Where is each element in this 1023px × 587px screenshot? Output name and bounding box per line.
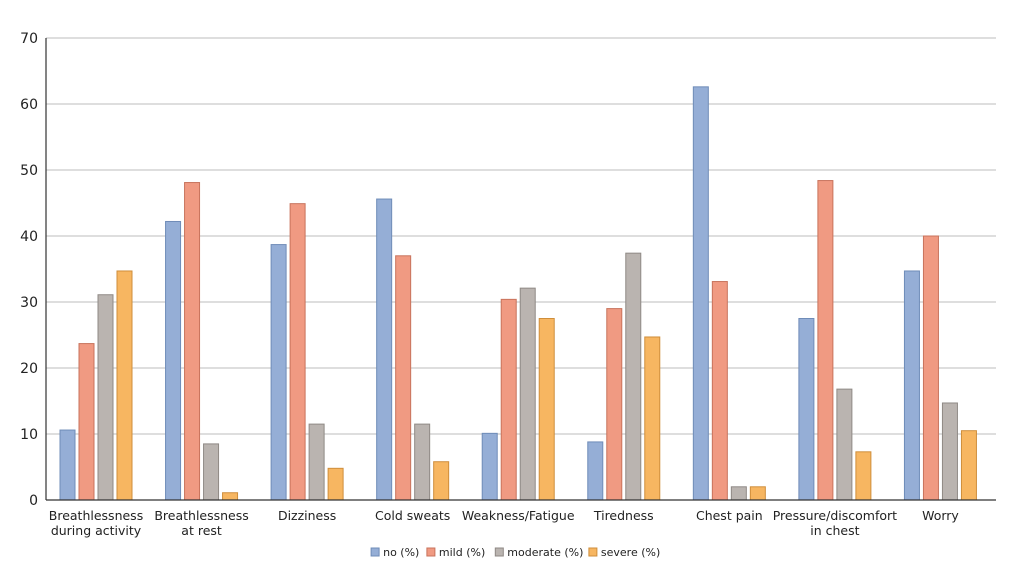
bars <box>59 86 977 501</box>
x-tick-label: Breathlessness <box>154 508 248 523</box>
legend-label: moderate (%) <box>507 546 583 559</box>
bar <box>749 486 766 501</box>
bar <box>836 388 853 501</box>
bar <box>289 203 306 501</box>
legend-label: severe (%) <box>601 546 660 559</box>
bar <box>625 252 642 501</box>
bar <box>587 441 604 501</box>
x-tick-label: Tiredness <box>593 508 654 523</box>
legend-label: no (%) <box>383 546 419 559</box>
bar <box>798 318 815 501</box>
bar <box>270 244 287 501</box>
x-tick-label: Dizziness <box>278 508 336 523</box>
legend-swatch <box>370 547 380 557</box>
y-tick-label: 60 <box>20 97 38 113</box>
bar <box>327 467 344 501</box>
bar <box>59 429 76 501</box>
bar <box>941 402 958 501</box>
bar <box>519 287 536 501</box>
x-tick-label: Pressure/discomfort <box>773 508 897 523</box>
x-tick-label: Worry <box>922 508 959 523</box>
bar <box>165 220 182 501</box>
bar <box>376 198 393 501</box>
legend-swatch <box>426 547 436 557</box>
y-tick-label: 20 <box>20 361 38 377</box>
legend: no (%) mild (%) moderate (%) severe (%) <box>370 546 660 559</box>
bar <box>222 492 239 501</box>
bar <box>730 486 747 501</box>
x-tick-label: during activity <box>51 523 142 538</box>
y-tick-label: 0 <box>29 493 38 509</box>
legend-label: mild (%) <box>439 546 485 559</box>
y-tick-label: 40 <box>20 229 38 245</box>
x-tick-label: in chest <box>810 523 859 538</box>
x-tick-label: Weakness/Fatigue <box>462 508 575 523</box>
bar <box>711 281 728 501</box>
bar <box>538 318 555 501</box>
bar <box>116 270 133 501</box>
bar <box>433 461 450 501</box>
y-tick-label: 10 <box>20 427 38 443</box>
bar <box>922 235 939 501</box>
y-tick-label: 70 <box>20 31 38 47</box>
legend-swatch <box>494 547 504 557</box>
bar <box>606 308 623 501</box>
x-tick-label: Cold sweats <box>375 508 450 523</box>
x-tick-label: Breathlessness <box>49 508 143 523</box>
bar <box>395 255 412 501</box>
bar <box>78 343 95 501</box>
y-tick-label: 50 <box>20 163 38 179</box>
bar <box>414 423 431 501</box>
x-tick-label: at rest <box>181 523 222 538</box>
bar <box>203 443 220 501</box>
bar <box>960 430 977 501</box>
y-tick-label: 30 <box>20 295 38 311</box>
bar <box>817 180 834 501</box>
bar <box>481 432 498 501</box>
y-axis-ticks: 0 10 20 30 40 50 60 70 <box>20 31 38 509</box>
bar <box>903 270 920 501</box>
x-tick-label: Chest pain <box>696 508 763 523</box>
bar <box>644 336 661 501</box>
bar <box>97 294 114 501</box>
legend-swatch <box>588 547 598 557</box>
bar <box>692 86 709 501</box>
bar <box>855 451 872 501</box>
bar <box>184 182 201 501</box>
bar <box>308 423 325 501</box>
bar <box>500 298 517 501</box>
